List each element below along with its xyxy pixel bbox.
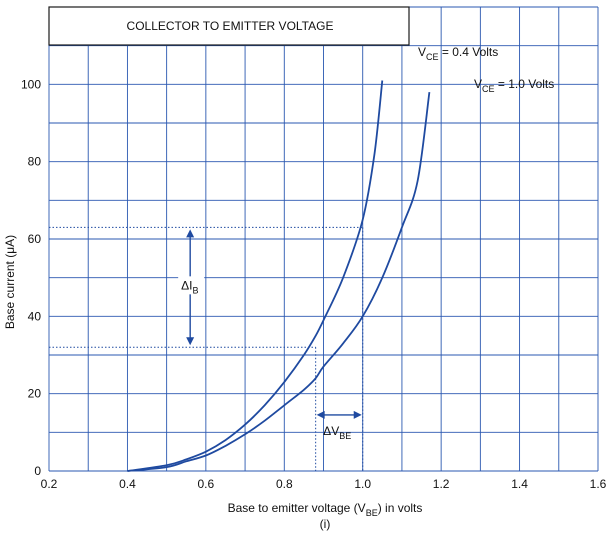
curves (127, 80, 431, 472)
x-tick-label: 0.4 (119, 477, 136, 491)
y-tick-label: 40 (28, 309, 42, 323)
delta-ib-label: ΔIB (181, 278, 198, 295)
dotted-guides (49, 226, 364, 471)
chart-title: COLLECTOR TO EMITTER VOLTAGE (127, 19, 334, 33)
series-label-2: VCE = 1.0 Volts (474, 77, 554, 94)
x-axis-label: Base to emitter voltage (VBE) in volts (228, 501, 423, 518)
delta-vbe-label: ΔVBE (323, 424, 351, 441)
delta-vbe-arrowhead-left (316, 410, 325, 419)
x-tick-label: 1.4 (511, 477, 528, 491)
y-tick-label: 20 (28, 387, 42, 401)
delta-vbe-arrowhead-right (353, 410, 362, 419)
delta-ib-arrowhead-top (186, 229, 195, 238)
series-line-1 (127, 80, 384, 472)
y-tick-label: 0 (34, 464, 41, 478)
x-tick-label: 0.6 (198, 477, 215, 491)
caption: (i) (320, 517, 331, 531)
x-tick-label: 0.2 (41, 477, 58, 491)
x-tick-label: 1.0 (354, 477, 371, 491)
x-tick-label: 1.2 (433, 477, 450, 491)
y-tick-labels: 0 20 40 60 80 100 (21, 77, 41, 478)
delta-vbe-annotation: ΔVBE (316, 410, 362, 441)
delta-ib-annotation: ΔIB (178, 229, 205, 346)
series-label-1: VCE = 0.4 Volts (418, 45, 498, 62)
x-tick-label: 0.8 (276, 477, 293, 491)
x-tick-label: 1.6 (590, 477, 607, 491)
y-tick-label: 100 (21, 77, 41, 91)
delta-ib-arrowhead-bottom (186, 337, 195, 346)
series-line-2 (127, 91, 431, 472)
y-tick-label: 60 (28, 232, 42, 246)
x-tick-labels: 0.2 0.4 0.6 0.8 1.0 1.2 1.4 1.6 (41, 477, 607, 491)
grid (48, 6, 599, 472)
y-tick-label: 80 (28, 155, 42, 169)
delta-ib-label-bg (178, 276, 205, 295)
y-axis-label: Base current (μA) (3, 235, 17, 329)
title-box (48, 6, 410, 46)
